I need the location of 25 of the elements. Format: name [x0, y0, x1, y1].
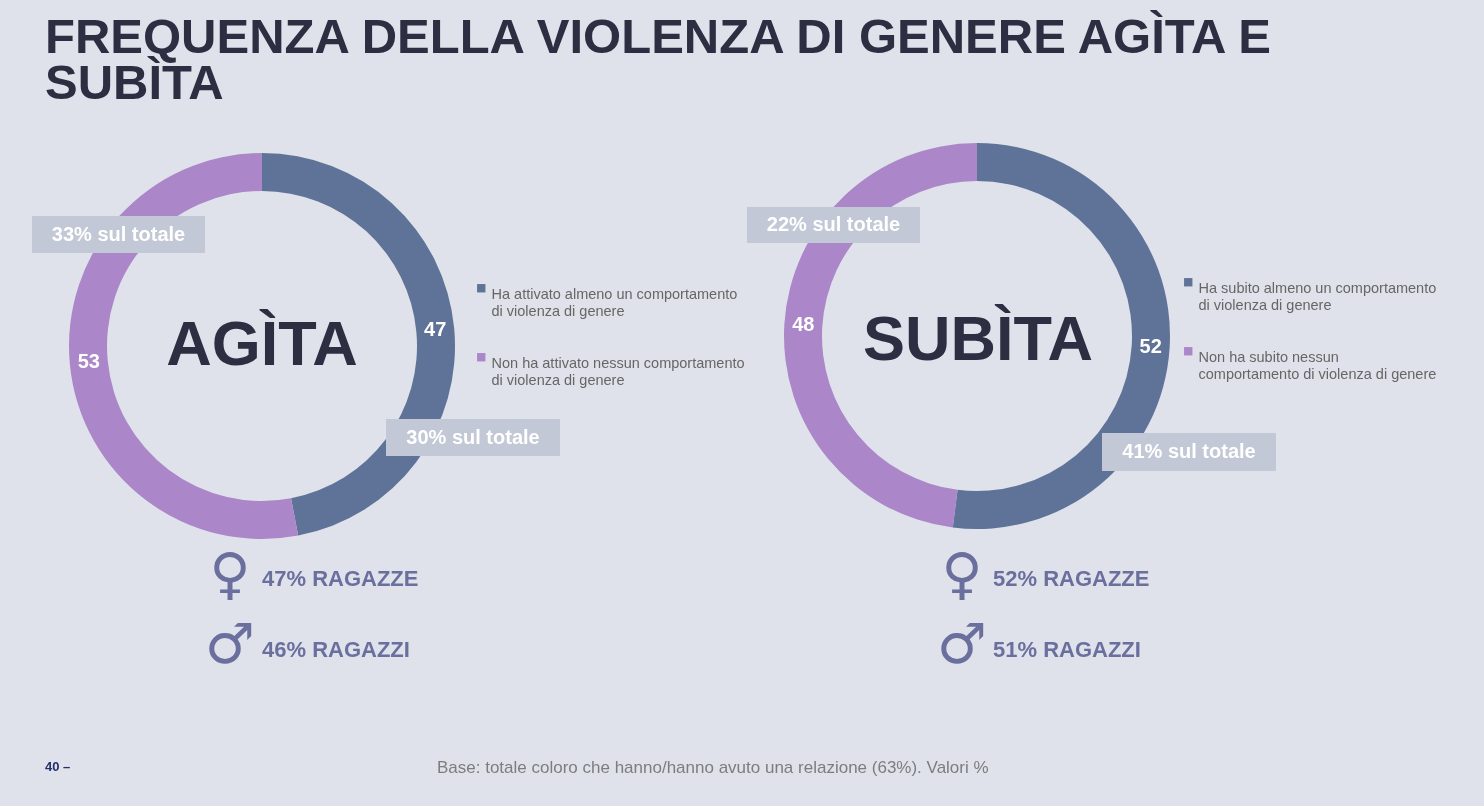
text: ♂ [204, 611, 256, 676]
text: 51% RAGAZZI [993, 637, 1141, 662]
data-label: 48 [792, 313, 815, 336]
legend-label: Ha attivato almeno un comportamento di violenza di genere [491, 286, 738, 319]
data-label: 53 [77, 350, 100, 373]
text: 52% RAGAZZE [993, 566, 1150, 591]
text: AGÌTA [166, 308, 358, 378]
text: 46% RAGAZZI [262, 637, 410, 662]
text: ♂ [936, 611, 988, 676]
chart-title: FREQUENZA DELLA VIOLENZA DI GENERE AGÌTA E SUBÌTA [45, 9, 1271, 109]
text: 22% sul totale [766, 213, 901, 235]
text: ♀ [941, 541, 983, 606]
legend-label: Ha subito almeno un comportamento di violenza di genere [1198, 280, 1437, 313]
text: SUBÌTA [863, 303, 1093, 373]
data-label: 47 [424, 317, 447, 340]
text: 47% RAGAZZE [262, 566, 419, 591]
text: Base: totale coloro che hanno/hanno avuto una relazione (63%). Valori % [437, 758, 989, 777]
text: 33% sul totale [51, 222, 186, 245]
text: 41% sul totale [1122, 440, 1256, 462]
text: 30% sul totale [406, 425, 540, 448]
text: 40 – [45, 759, 71, 774]
legend-label: Non ha attivato nessun comportamento di violenza di genere [491, 355, 745, 388]
data-label: 52 [1139, 334, 1162, 357]
text: ♀ [209, 541, 251, 606]
legend-label: Non ha subito nessun comportamento di violenza di genere [1198, 349, 1437, 382]
